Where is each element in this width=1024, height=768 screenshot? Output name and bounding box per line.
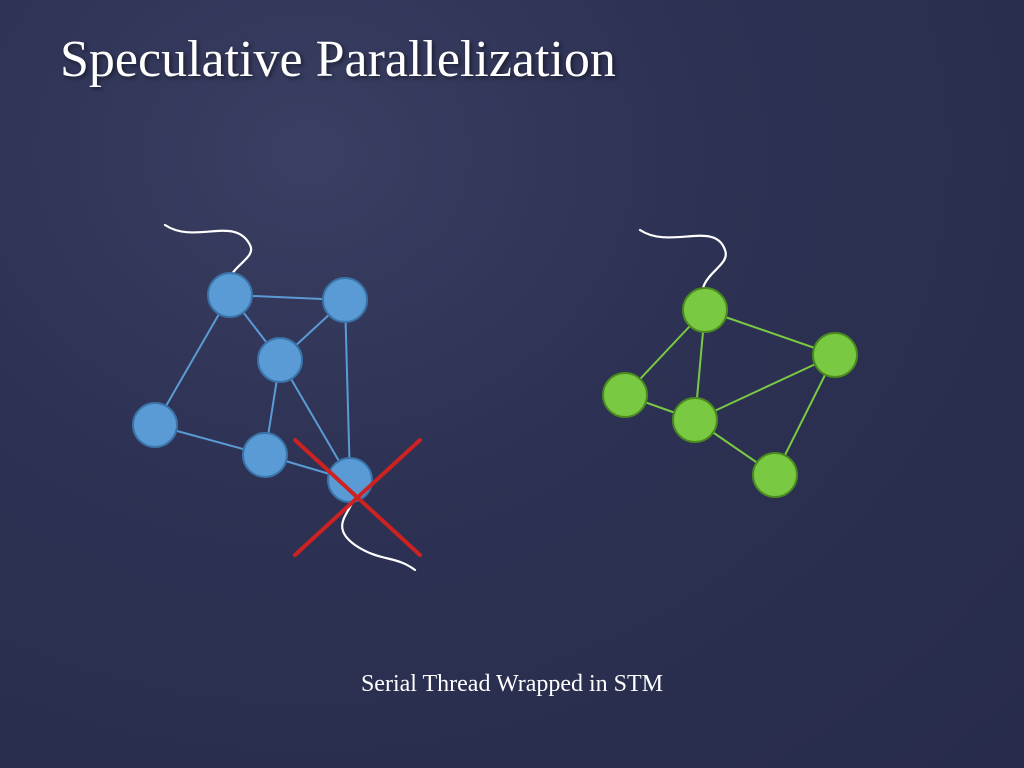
graph-edge	[695, 355, 835, 420]
graph-node	[208, 273, 252, 317]
graph-node	[603, 373, 647, 417]
graph-node	[813, 333, 857, 377]
graph-node	[328, 458, 372, 502]
right-graph	[603, 230, 857, 497]
graph-node	[683, 288, 727, 332]
diagram-canvas	[0, 0, 1024, 768]
graph-edge	[345, 300, 350, 480]
graph-node	[673, 398, 717, 442]
graph-node	[243, 433, 287, 477]
slide-caption: Serial Thread Wrapped in STM	[0, 671, 1024, 698]
graph-node	[258, 338, 302, 382]
graph-node	[133, 403, 177, 447]
graph-node	[323, 278, 367, 322]
graph-node	[753, 453, 797, 497]
left-graph	[133, 225, 420, 570]
